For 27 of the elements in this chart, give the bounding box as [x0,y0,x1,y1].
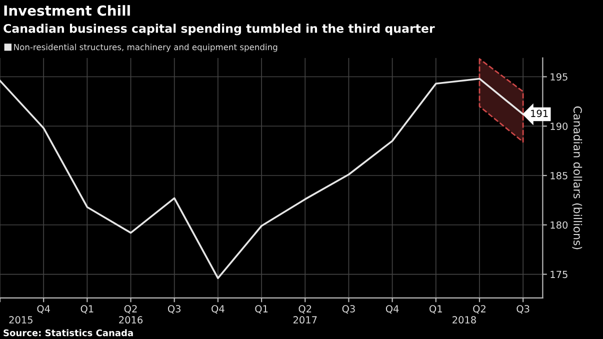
x-tick-label: Q3 [168,305,180,314]
y-tick-label: 180 [550,221,568,229]
x-tick-label: Q4 [386,305,399,314]
chart-subtitle: Canadian business capital spending tumbled in the third quarter [4,24,435,36]
source-note: Source: Statistics Canada [4,329,133,336]
data-label: 191 [531,110,548,118]
x-tick-label: Q4 [37,305,50,314]
x-tick-label: Q4 [212,305,224,314]
x-tick-label: Q2 [473,305,486,314]
y-axis-title: Canadian dollars (billions) [572,106,582,250]
text: 2015 [9,316,32,324]
x-tick-label: Q2 [298,305,312,314]
x-tick-label: Q1 [255,305,268,314]
chart-title: Investment Chill [4,5,130,16]
y-tick-label: 185 [550,172,568,180]
x-tick-label: Q3 [516,305,530,314]
legend-label: Non-residential structures, machinery and equipment spending [14,44,278,52]
y-tick-label: 190 [550,122,568,130]
x-tick-label: Q1 [80,305,94,314]
text: 2016 [119,316,143,324]
text: 2017 [293,316,317,324]
x-tick-label: Q2 [124,305,137,314]
y-tick-label: 175 [550,270,568,278]
text: 2018 [452,316,476,324]
y-tick-label: 195 [550,73,568,81]
x-tick-label: Q1 [430,305,442,314]
x-tick-label: Q3 [342,305,355,314]
